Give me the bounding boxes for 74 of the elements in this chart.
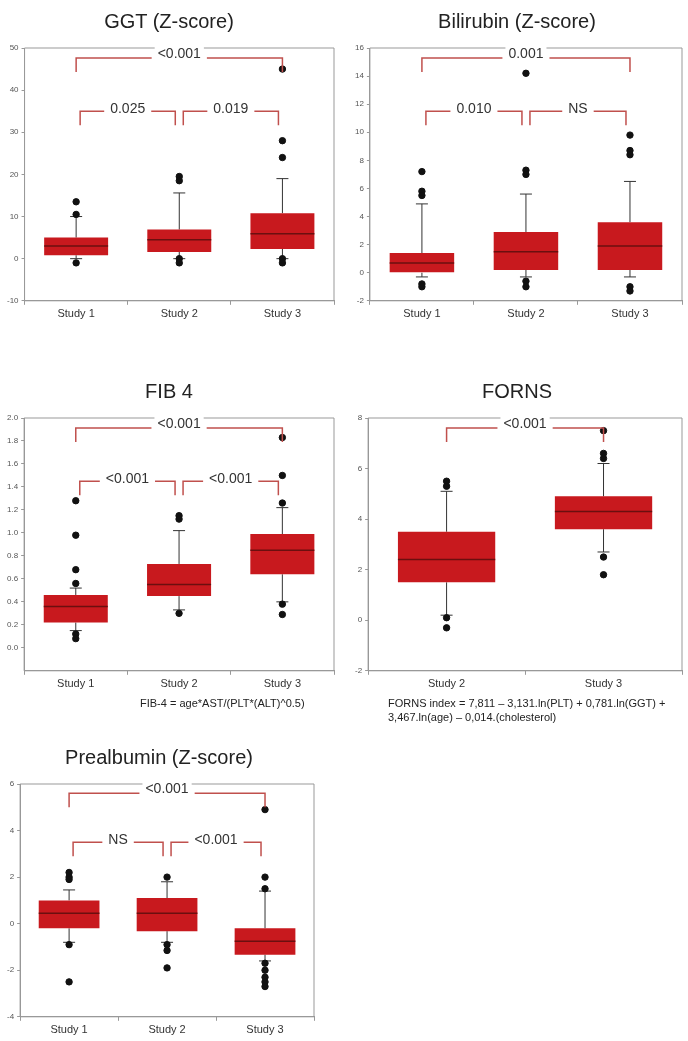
- y-tick-label: 4: [359, 211, 365, 221]
- y-tick-label: 6: [359, 183, 365, 193]
- y-tick-label: 8: [357, 413, 363, 423]
- x-tick-label: Study 2: [160, 307, 198, 320]
- y-tick-label: 1.4: [7, 482, 19, 492]
- y-tick-label: 16: [354, 43, 365, 53]
- y-tick-label: 10: [354, 127, 365, 137]
- y-tick-label: 20: [9, 169, 20, 179]
- y-tick-label: 1.0: [7, 528, 19, 538]
- y-tick-label: 30: [9, 127, 20, 137]
- annotation: <0.001: [105, 470, 150, 487]
- annotation: 0.010: [456, 100, 492, 117]
- x-tick-label: Study 1: [50, 1023, 88, 1036]
- y-tick-label: 50: [9, 43, 20, 53]
- x-tick-label: Study 2: [507, 307, 545, 320]
- y-tick-label: -4: [6, 1012, 15, 1021]
- y-tick-label: -2: [356, 296, 365, 305]
- chart-title: Prealbumin (Z-score): [65, 745, 253, 768]
- annotation: <0.001: [157, 44, 202, 61]
- y-tick-label: 12: [354, 99, 365, 109]
- y-tick-label: 8: [359, 155, 365, 165]
- y-tick-label: 2: [9, 872, 15, 882]
- annotation: <0.001: [194, 831, 238, 848]
- annotation: <0.001: [209, 470, 253, 487]
- y-tick-label: 10: [9, 211, 20, 221]
- x-tick-label: Study 1: [403, 307, 441, 320]
- y-tick-label: 0.2: [7, 620, 19, 630]
- y-tick-label: 0: [14, 253, 20, 263]
- x-tick-label: Study 1: [57, 677, 95, 690]
- x-tick-label: Study 3: [246, 1023, 284, 1036]
- annotation: 0.025: [110, 100, 146, 117]
- y-tick-label: 4: [357, 514, 363, 524]
- y-tick-label: 0: [357, 615, 363, 625]
- y-tick-label: 2: [357, 564, 363, 574]
- x-tick-label: Study 2: [427, 677, 466, 690]
- y-tick-label: -10: [7, 296, 20, 305]
- annotation: <0.001: [157, 414, 201, 431]
- x-tick-label: Study 3: [611, 307, 649, 320]
- y-tick-label: 2: [359, 239, 365, 249]
- annotation: <0.001: [503, 414, 547, 431]
- y-tick-label: 0: [9, 918, 15, 928]
- annotation: NS: [108, 831, 128, 848]
- text: FORNS index = 7,811 – 3,131.ln(PLT) + 0,781.ln(GGT) + 3,467.ln(age) – 0,014.(cholesterol): [388, 696, 667, 724]
- x-tick-label: Study 3: [584, 677, 623, 690]
- annotation: 0.001: [508, 44, 544, 61]
- x-tick-label: Study 3: [263, 677, 302, 690]
- y-tick-label: 6: [357, 463, 363, 473]
- y-tick-label: 1.8: [7, 436, 19, 446]
- y-tick-label: 0.8: [7, 551, 19, 561]
- y-tick-label: 14: [354, 71, 365, 81]
- y-tick-label: 1.6: [7, 459, 19, 469]
- y-tick-label: -2: [6, 965, 15, 975]
- x-tick-label: Study 3: [263, 307, 302, 320]
- y-tick-label: 0: [359, 267, 365, 277]
- y-tick-label: 6: [9, 779, 15, 789]
- x-tick-label: Study 1: [57, 307, 95, 320]
- y-tick-label: 0.0: [7, 643, 19, 653]
- chart-title: FIB 4: [145, 379, 193, 402]
- text: FIB-4 = age*AST/(PLT*(ALT)^0.5): [140, 696, 306, 710]
- y-tick-label: -2: [354, 666, 363, 675]
- annotation: NS: [568, 100, 588, 117]
- y-tick-label: 0.4: [7, 597, 19, 607]
- annotation: 0.019: [213, 100, 249, 117]
- chart-title: Bilirubin (Z-score): [438, 9, 596, 32]
- y-tick-label: 0.6: [7, 574, 19, 584]
- y-tick-label: 1.2: [7, 505, 19, 515]
- y-tick-label: 4: [9, 825, 15, 835]
- x-tick-label: Study 2: [148, 1023, 186, 1036]
- annotation: <0.001: [145, 780, 189, 797]
- x-tick-label: Study 2: [160, 677, 198, 690]
- chart-title: FORNS: [482, 379, 552, 402]
- y-tick-label: 40: [9, 85, 20, 95]
- chart-title: GGT (Z-score): [104, 9, 234, 32]
- y-tick-label: 2.0: [7, 413, 19, 423]
